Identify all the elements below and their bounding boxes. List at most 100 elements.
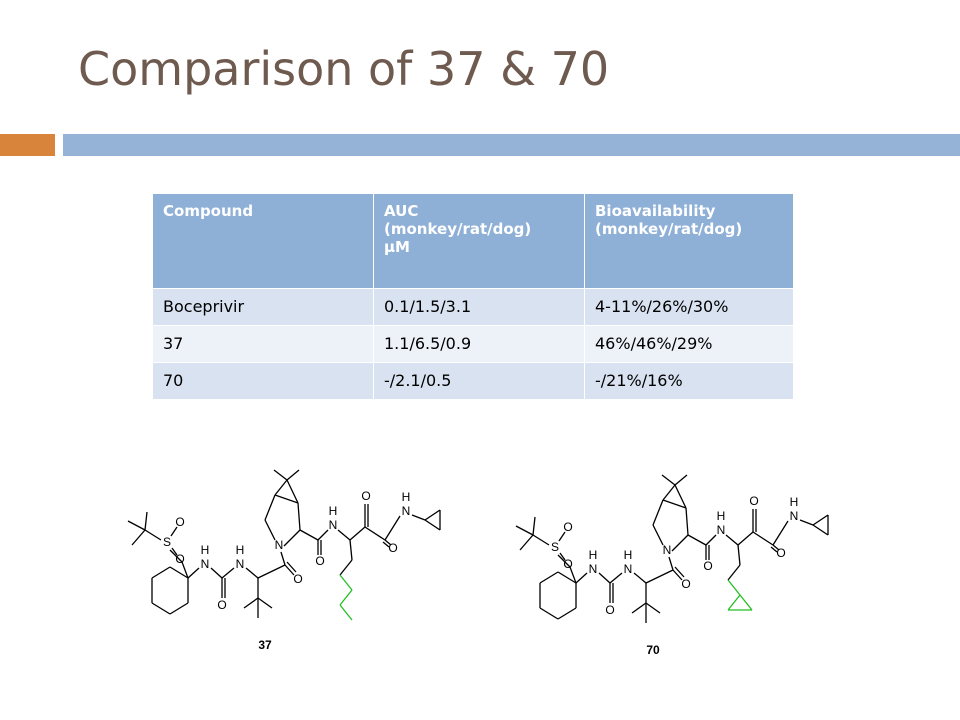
bond <box>411 514 426 521</box>
bond <box>221 567 235 579</box>
bond <box>772 544 780 551</box>
bond <box>339 604 353 621</box>
atom-label: O <box>749 494 758 508</box>
atom-label: O <box>361 489 370 503</box>
atom-label: N <box>663 543 672 557</box>
bond <box>812 524 829 536</box>
header-row: Compound AUC (monkey/rat/dog) µM Bioavai… <box>152 193 794 289</box>
compound-label: 70 <box>646 643 660 657</box>
atom-label: N <box>790 509 799 523</box>
bond <box>349 539 353 561</box>
atom-label: N <box>402 504 411 518</box>
atom-label: N <box>624 562 633 576</box>
header-cell: Bioavailability (monkey/rat/dog) <box>584 193 794 289</box>
atom-label: N <box>275 538 284 552</box>
row: 70 -/2.1/0.5 -/21%/16% <box>152 362 794 400</box>
bond <box>672 569 683 581</box>
atom-label: S <box>163 535 171 549</box>
bond <box>631 602 647 614</box>
bond <box>662 484 676 501</box>
bond <box>532 516 536 536</box>
bond <box>144 529 162 541</box>
bond <box>257 597 273 609</box>
bond <box>687 534 707 546</box>
bond <box>384 539 392 546</box>
atom-label: H <box>402 490 411 504</box>
header-cell: AUC (monkey/rat/dog) µM <box>373 193 585 289</box>
bond <box>297 502 301 531</box>
bond <box>727 594 741 611</box>
bond <box>339 589 353 606</box>
atom-label: O <box>605 603 614 617</box>
slide-title: Comparison of 37 & 70 <box>78 42 610 96</box>
bond <box>264 494 276 521</box>
bond <box>739 594 753 611</box>
atom-label: N <box>589 562 598 576</box>
bond <box>264 519 276 541</box>
bond <box>280 551 286 566</box>
row: 37 1.1/6.5/0.9 46%/46%/29% <box>152 325 794 363</box>
bond <box>539 607 559 620</box>
atom-label: O <box>681 577 690 591</box>
bond <box>559 552 566 561</box>
bond <box>569 566 577 584</box>
bond <box>284 564 295 576</box>
atom-label: O <box>703 559 712 573</box>
bond <box>169 602 189 615</box>
bond <box>674 474 688 486</box>
bond <box>169 549 183 563</box>
bond <box>339 559 353 576</box>
bond <box>127 520 146 531</box>
atom-label: S <box>551 540 559 554</box>
title-bar <box>63 134 960 156</box>
atom-label: H <box>236 543 245 557</box>
bond <box>286 479 299 504</box>
atom-label: O <box>563 557 572 571</box>
compound-label: 37 <box>258 638 272 652</box>
bond <box>274 494 299 504</box>
bond <box>532 534 550 546</box>
atom-label: H <box>790 495 799 509</box>
bond <box>645 569 674 584</box>
bond <box>752 531 774 546</box>
bond <box>633 572 647 584</box>
atom-label: O <box>175 515 184 529</box>
bond <box>668 556 674 571</box>
bond <box>812 514 829 526</box>
bond <box>349 526 366 541</box>
bond <box>652 499 664 526</box>
bond <box>557 607 577 620</box>
atom-label: O <box>388 541 397 555</box>
bond <box>685 507 689 536</box>
bond <box>286 561 297 573</box>
bond <box>539 571 559 584</box>
atom-label: O <box>315 554 324 568</box>
bond <box>671 534 689 552</box>
cell: 70 <box>152 362 374 400</box>
atom-label: O <box>217 598 226 612</box>
atom-label: O <box>293 572 302 586</box>
cell: 46%/46%/29% <box>584 325 794 363</box>
bond <box>609 572 623 584</box>
bond <box>317 529 329 541</box>
cell: 37 <box>152 325 374 363</box>
bond <box>575 572 588 584</box>
bond <box>674 484 687 509</box>
cell: -/2.1/0.5 <box>373 362 585 400</box>
bond <box>384 515 401 541</box>
bond <box>144 511 148 531</box>
bond <box>286 469 300 481</box>
atom-label: N <box>201 557 210 571</box>
atom-label: H <box>201 543 210 557</box>
accent-bar <box>0 134 55 156</box>
data-table: Compound AUC (monkey/rat/dog) µM Bioavai… <box>152 193 794 400</box>
bond <box>557 554 571 568</box>
bond <box>799 519 814 526</box>
bond <box>661 474 676 486</box>
bond <box>170 526 178 537</box>
bond <box>210 567 223 579</box>
bond <box>727 579 741 596</box>
bond <box>557 571 577 584</box>
